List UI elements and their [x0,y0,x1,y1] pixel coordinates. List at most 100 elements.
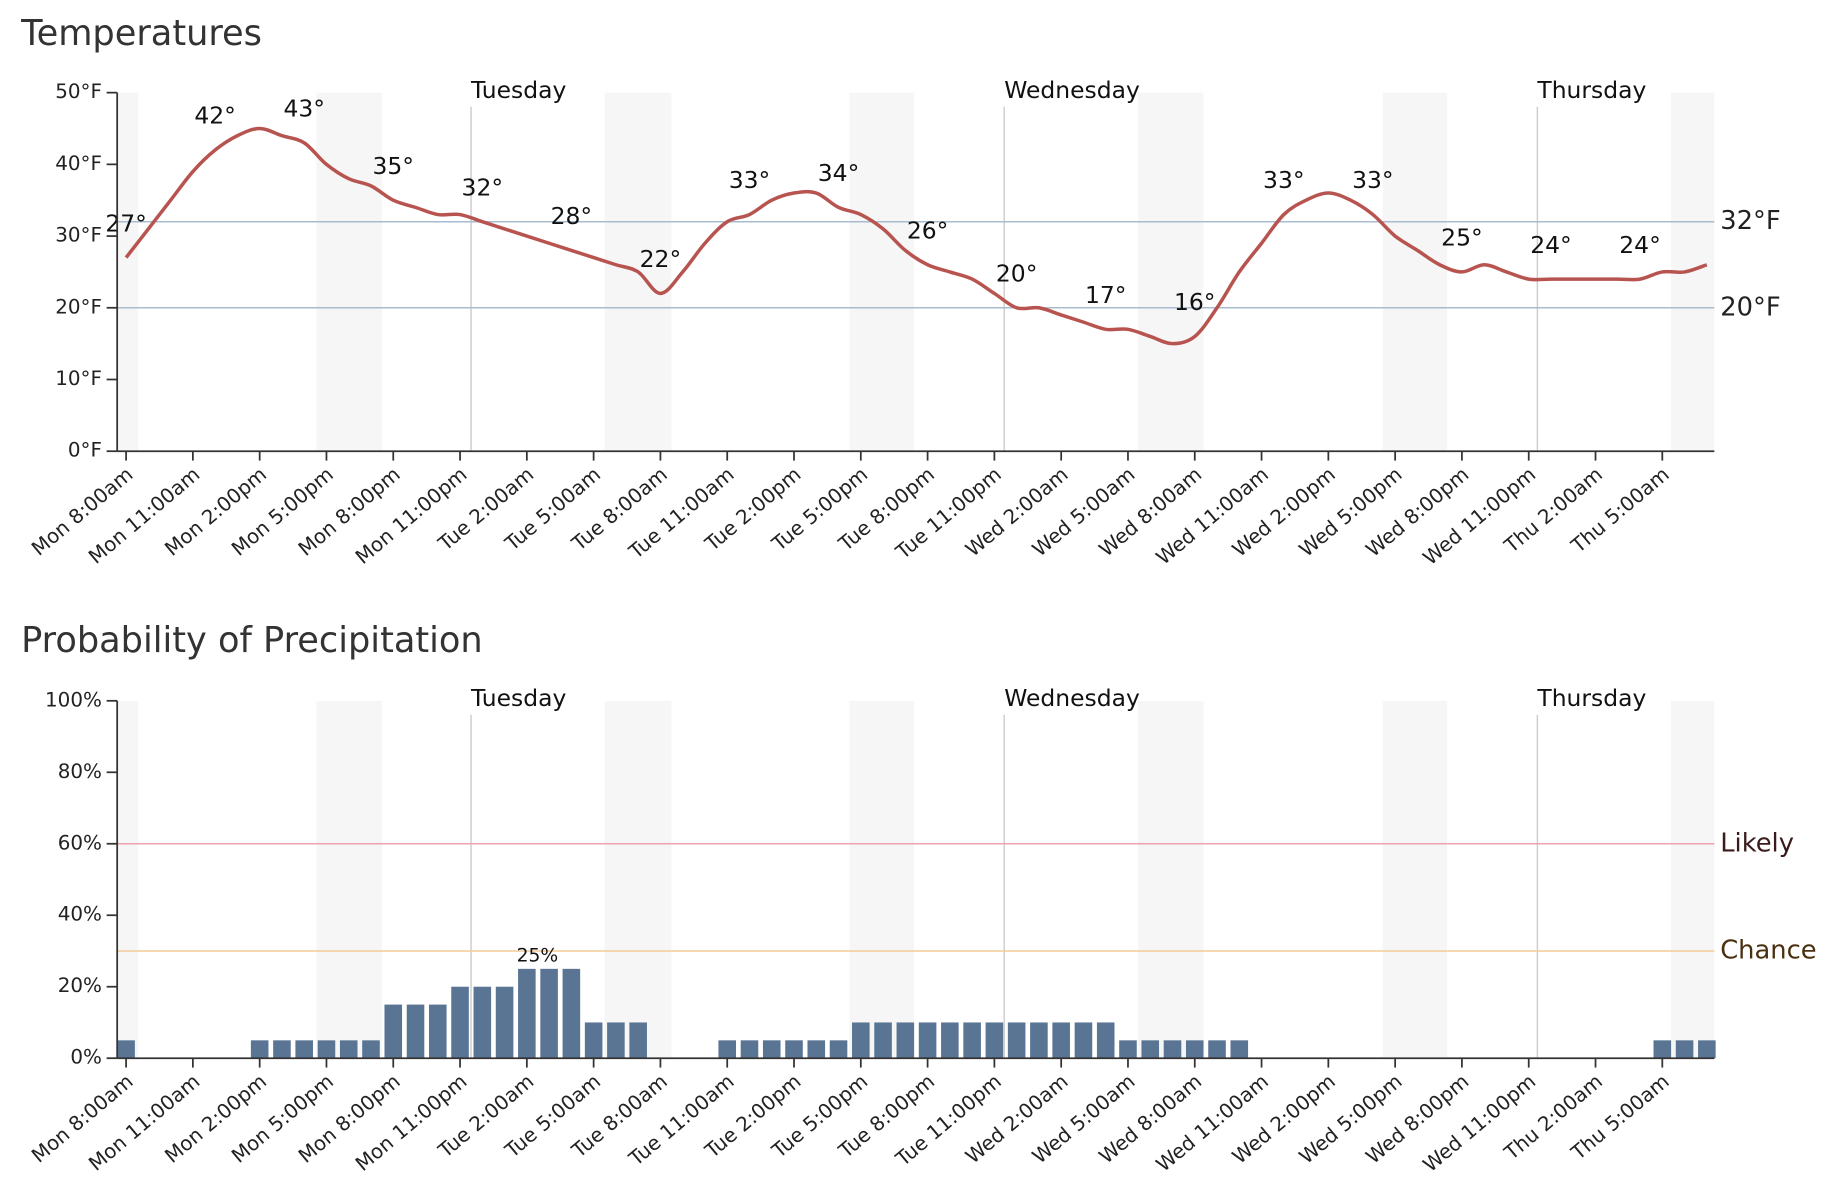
bar [1230,1040,1249,1059]
y-tick-label: 20% [58,974,102,997]
value-label: 33° [729,166,771,194]
bar [918,1022,937,1059]
bar [339,1040,358,1059]
night-shade [316,92,383,452]
bar [1052,1022,1070,1059]
bar [384,1004,403,1059]
bar [785,1040,803,1059]
night-shade [1137,92,1204,452]
night-shade [1670,700,1715,1059]
bar [117,1040,135,1059]
y-tick-label: 10°F [55,367,102,390]
night-shade [604,700,672,1059]
y-tick-label: 20°F [55,295,102,318]
bar [762,1040,781,1059]
y-tick-label: 0% [70,1046,102,1069]
day-label: Wednesday [1004,684,1140,712]
value-label: 26° [907,216,949,244]
bar [295,1040,313,1059]
value-label: 42° [194,102,236,130]
night-shade [849,92,914,452]
bar [807,1040,826,1059]
bar [718,1040,737,1059]
bar [740,1040,759,1059]
day-label: Wednesday [1004,76,1140,104]
reference-label: Likely [1720,828,1794,858]
bar [1653,1040,1672,1059]
night-shade [117,92,139,452]
value-label: 28° [551,202,593,230]
y-tick-label: 30°F [55,224,102,247]
reference-label: 20°F [1720,292,1781,322]
night-shade [117,700,139,1059]
y-tick-label: 40% [58,903,102,926]
y-tick-label: 0°F [68,439,102,462]
bar [941,1022,959,1059]
bar [1119,1040,1137,1059]
y-tick-label: 100% [45,688,102,711]
y-tick-label: 50°F [55,80,102,103]
value-label: 17° [1085,281,1127,309]
value-label: 27° [105,209,147,237]
day-label: Thursday [1536,76,1646,104]
value-label: 35° [372,152,414,180]
bar [317,1040,336,1059]
reference-label: Chance [1720,935,1816,965]
value-label: 33° [1352,166,1394,194]
bar [985,1022,1004,1059]
value-label: 16° [1174,288,1216,316]
bar [562,968,581,1059]
chart-title: Probability of Precipitation [21,620,483,661]
bar [607,1022,625,1059]
bar [1675,1040,1694,1059]
bar [540,968,558,1059]
bar [1185,1040,1204,1059]
value-label: 25% [517,945,559,966]
value-label: 32° [462,173,504,201]
x-tick-label: Wed 11:00am [1152,1070,1273,1177]
bar [250,1040,269,1059]
bar [473,986,492,1059]
bar [1096,1022,1115,1059]
bar [1030,1022,1048,1059]
bar [1007,1022,1026,1059]
value-label: 20° [996,259,1038,287]
night-shade [1382,92,1448,452]
value-label: 22° [640,245,682,273]
x-tick-label: Wed 11:00pm [1419,463,1540,570]
chart-panel: Probability of Precipitation Tuesday Wedne… [21,620,1817,1177]
night-shade [849,700,914,1059]
night-shade [1137,700,1204,1059]
reference-label: 32°F [1720,206,1781,236]
bar [428,1004,447,1059]
temperature-line [124,126,1708,346]
chart-panel: Temperatures Tuesday Wednesday Thursday 32°F… [20,13,1781,570]
bar [963,1022,981,1059]
value-label: 24° [1619,231,1661,259]
bar [518,968,536,1059]
bar [896,1022,915,1059]
bar [829,1040,848,1059]
bar [1698,1040,1716,1059]
day-label: Tuesday [470,76,566,104]
bar [1074,1022,1093,1059]
bar [874,1022,892,1059]
bar [362,1040,380,1059]
value-label: 33° [1263,166,1305,194]
value-label: 24° [1530,231,1572,259]
chart-title: Temperatures [20,13,262,54]
value-label: 34° [818,159,860,187]
night-shade [1382,700,1448,1059]
y-tick-label: 60% [58,831,102,854]
value-label: 43° [283,95,325,123]
x-tick-label: Wed 11:00am [1152,463,1273,570]
y-tick-label: 40°F [55,152,102,175]
night-shade [316,700,383,1059]
bar [406,1004,425,1059]
y-tick-label: 80% [58,760,102,783]
day-label: Thursday [1536,684,1646,712]
bar [1163,1040,1182,1059]
bar [495,986,514,1059]
